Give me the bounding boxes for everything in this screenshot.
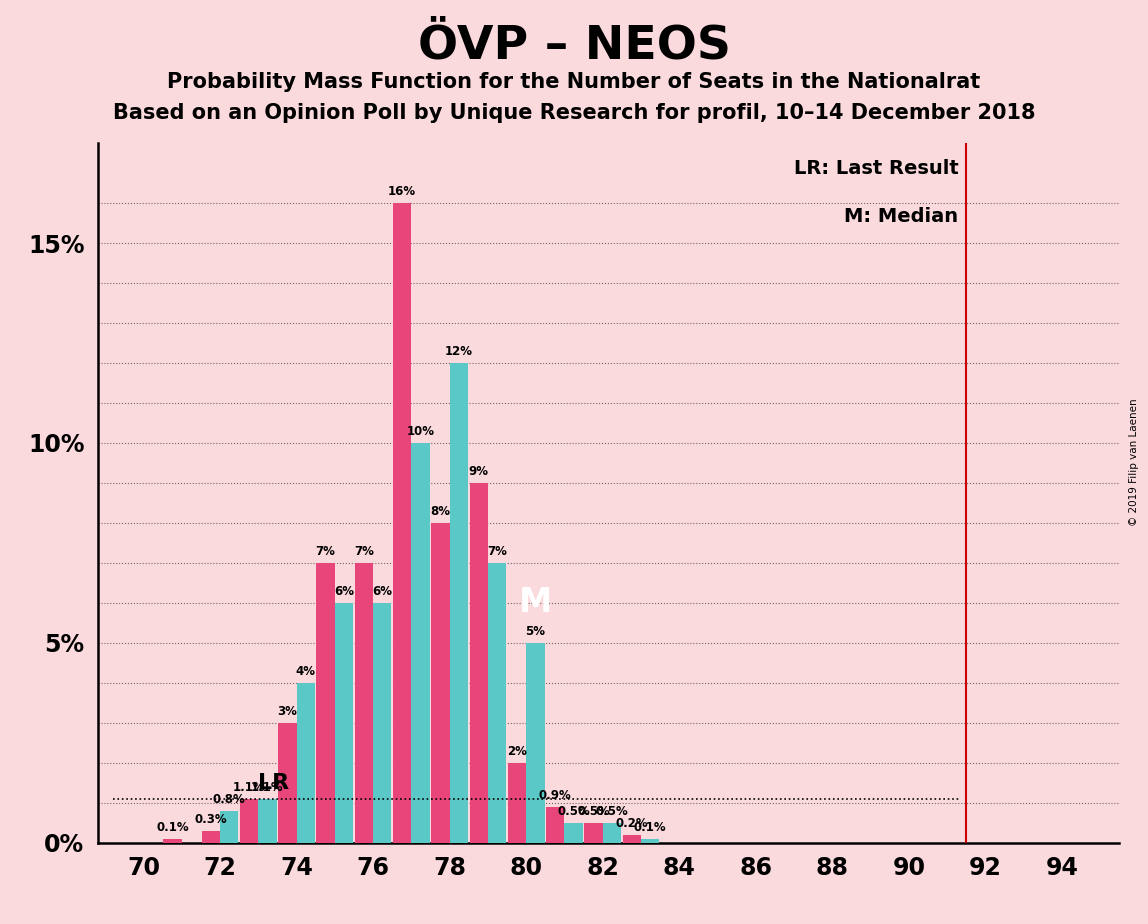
Bar <box>278 723 296 843</box>
Bar <box>450 363 468 843</box>
Bar <box>432 523 450 843</box>
Bar <box>641 839 659 843</box>
Bar <box>584 822 603 843</box>
Text: 7%: 7% <box>487 545 507 558</box>
Text: 0.3%: 0.3% <box>194 813 227 826</box>
Text: 10%: 10% <box>406 425 435 438</box>
Text: 3%: 3% <box>278 705 297 718</box>
Text: 0.5%: 0.5% <box>557 805 590 818</box>
Bar <box>202 831 220 843</box>
Text: 0.1%: 0.1% <box>156 821 189 833</box>
Bar <box>240 798 258 843</box>
Bar <box>526 643 544 843</box>
Text: 1.1%: 1.1% <box>233 781 265 794</box>
Text: 2%: 2% <box>507 745 527 758</box>
Text: M: Median: M: Median <box>845 207 959 226</box>
Bar <box>296 683 315 843</box>
Text: M: M <box>519 587 552 619</box>
Bar <box>411 443 429 843</box>
Bar <box>622 834 641 843</box>
Bar <box>373 602 391 843</box>
Text: 7%: 7% <box>354 545 374 558</box>
Bar <box>546 807 565 843</box>
Bar <box>163 839 181 843</box>
Bar <box>603 822 621 843</box>
Text: 8%: 8% <box>430 505 450 518</box>
Text: 7%: 7% <box>316 545 335 558</box>
Text: 16%: 16% <box>388 186 417 199</box>
Text: 0.1%: 0.1% <box>634 821 667 833</box>
Text: 9%: 9% <box>468 465 489 478</box>
Text: 0.5%: 0.5% <box>577 805 610 818</box>
Text: 5%: 5% <box>526 625 545 638</box>
Bar <box>317 563 335 843</box>
Text: 12%: 12% <box>444 346 473 359</box>
Bar <box>220 810 239 843</box>
Text: 0.5%: 0.5% <box>596 805 628 818</box>
Text: Probability Mass Function for the Number of Seats in the Nationalrat: Probability Mass Function for the Number… <box>168 72 980 92</box>
Bar <box>565 822 583 843</box>
Bar <box>470 483 488 843</box>
Bar <box>488 563 506 843</box>
Text: 6%: 6% <box>334 585 354 598</box>
Text: 1.1%: 1.1% <box>251 781 284 794</box>
Text: © 2019 Filip van Laenen: © 2019 Filip van Laenen <box>1130 398 1139 526</box>
Bar <box>335 602 354 843</box>
Text: 4%: 4% <box>296 665 316 678</box>
Text: 0.2%: 0.2% <box>615 817 649 830</box>
Text: LR: Last Result: LR: Last Result <box>793 159 959 178</box>
Text: LR: LR <box>258 772 289 793</box>
Text: 0.8%: 0.8% <box>212 793 246 806</box>
Bar <box>258 798 277 843</box>
Text: Based on an Opinion Poll by Unique Research for profil, 10–14 December 2018: Based on an Opinion Poll by Unique Resea… <box>113 103 1035 124</box>
Bar <box>393 203 411 843</box>
Text: ÖVP – NEOS: ÖVP – NEOS <box>418 23 730 68</box>
Text: 0.9%: 0.9% <box>538 789 572 802</box>
Text: 6%: 6% <box>372 585 393 598</box>
Bar <box>507 762 526 843</box>
Bar <box>355 563 373 843</box>
